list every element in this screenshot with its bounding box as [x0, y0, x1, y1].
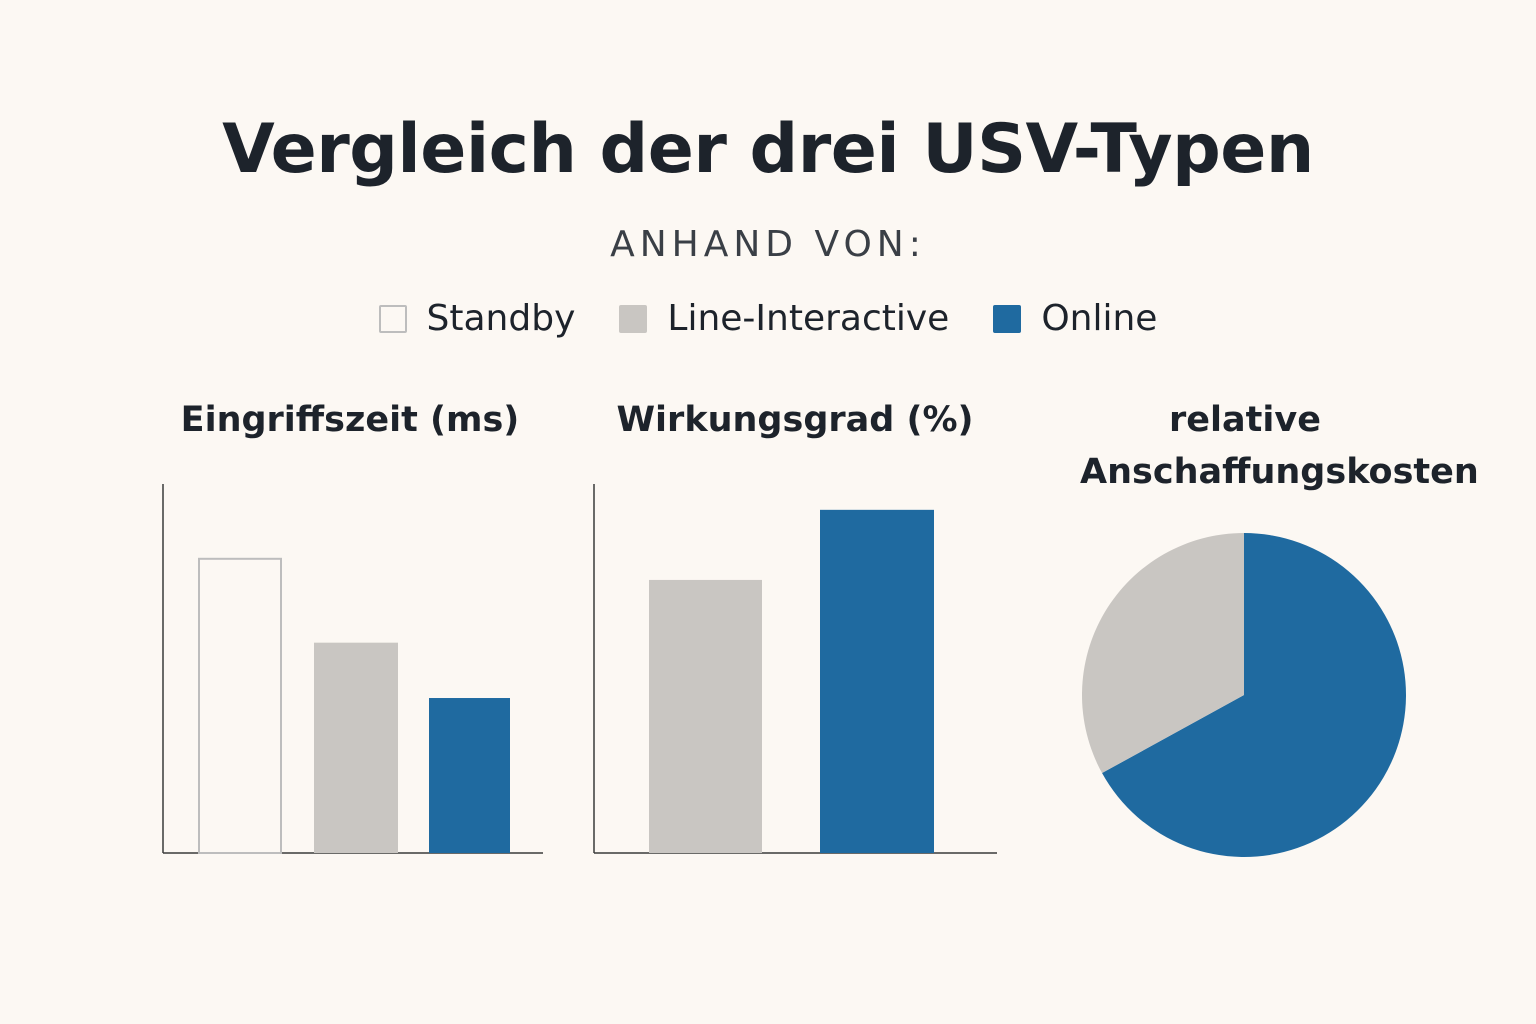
legend-label-line-interactive: Line-Interactive — [667, 298, 950, 339]
pie-slice-line-interactive — [1082, 533, 1244, 774]
legend-item-online: Online — [993, 298, 1157, 339]
page-title: Vergleich der drei USV-Typen — [222, 110, 1314, 189]
pie-slice-online — [1102, 533, 1407, 857]
chart-title-wirkungsgrad: Wirkungsgrad (%) — [616, 400, 974, 440]
bar-1-online — [820, 509, 934, 853]
legend-label-standby: Standby — [426, 298, 576, 339]
page-subtitle: ANHAND VON: — [610, 224, 926, 265]
legend: Standby Line-Interactive Online — [0, 298, 1536, 339]
bar-1-line-interactive — [649, 579, 762, 853]
legend-swatch-standby — [378, 304, 407, 333]
chart-title-eingriffszeit: Eingriffszeit (ms) — [180, 400, 520, 440]
bar-0-line-interactive — [314, 642, 398, 853]
legend-item-line-interactive: Line-Interactive — [619, 298, 949, 339]
bar-0-standby — [198, 557, 282, 854]
legend-swatch-line-interactive — [619, 304, 648, 333]
legend-swatch-online — [993, 304, 1022, 333]
legend-label-online: Online — [1041, 298, 1158, 339]
bar-0-online — [429, 698, 510, 853]
legend-item-standby: Standby — [378, 298, 576, 339]
